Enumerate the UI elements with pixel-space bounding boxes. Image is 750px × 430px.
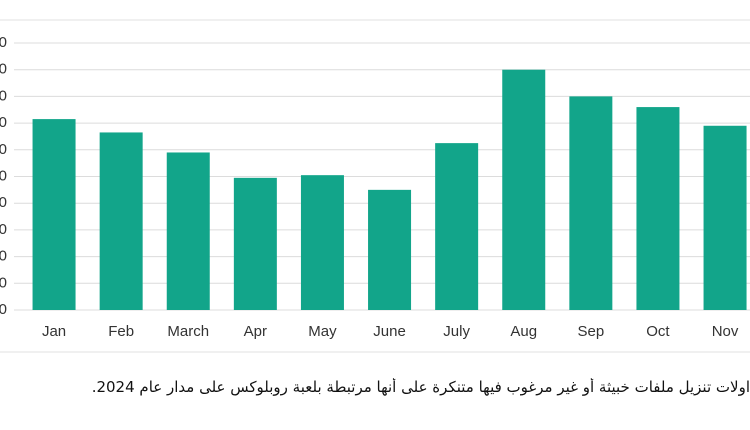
y-tick-label: 60 [0, 141, 7, 158]
x-tick-label: Jan [42, 323, 66, 340]
x-tick-label: Feb [108, 323, 134, 340]
caption: اولات تنزيل ملفات خبيثة أو غير مرغوب فيه… [91, 378, 750, 396]
bar [32, 119, 76, 310]
y-tick-label: 70 [0, 114, 7, 131]
x-tick-label: June [373, 323, 406, 340]
y-tick-label: 0 [0, 301, 7, 318]
y-tick-label: 20 [0, 248, 7, 265]
y-tick-label: 100 [0, 34, 7, 51]
x-tick-label: Aug [510, 323, 537, 340]
bar [368, 189, 412, 310]
x-tick-label: Sep [577, 323, 604, 340]
x-tick-label: Nov [712, 323, 739, 340]
y-tick-label: 90 [0, 61, 7, 78]
y-tick-label: 50 [0, 167, 7, 184]
bar [569, 96, 613, 311]
chart-frame [0, 19, 750, 353]
bar [435, 143, 479, 310]
x-tick-label: July [443, 323, 470, 340]
bar [233, 177, 277, 310]
bar [166, 152, 210, 310]
y-tick-label: 40 [0, 194, 7, 211]
x-tick-label: May [308, 323, 337, 340]
x-tick-label: March [167, 323, 209, 340]
bar [636, 107, 680, 310]
y-tick-label: 80 [0, 87, 7, 104]
bar [502, 69, 546, 310]
x-tick-label: Oct [646, 323, 670, 340]
bar [703, 125, 747, 311]
bar [99, 132, 143, 310]
y-tick-label: 10 [0, 274, 7, 291]
chart: 0 10 20 30 40 50 60 70 80 90 100 Jan Feb March Apr May J… [0, 19, 750, 353]
bar [300, 175, 344, 310]
y-tick-label: 30 [0, 221, 7, 238]
x-tick-label: Apr [244, 323, 267, 340]
